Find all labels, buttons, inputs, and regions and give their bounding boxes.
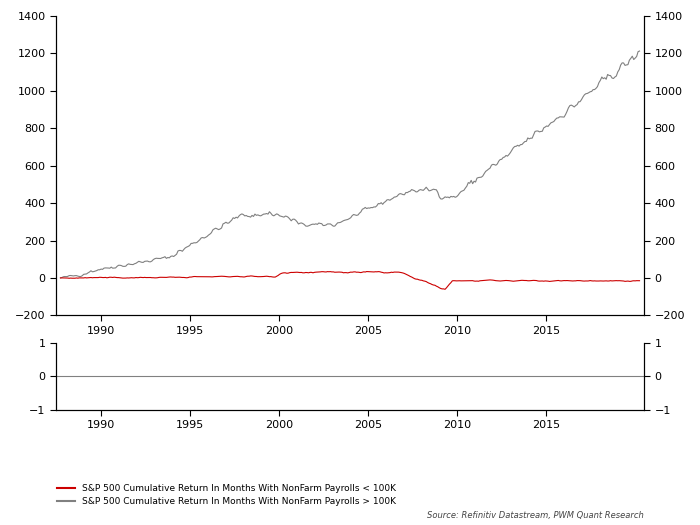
Text: Source: Refinitiv Datastream, PWM Quant Research: Source: Refinitiv Datastream, PWM Quant … bbox=[427, 511, 644, 520]
Legend: S&P 500 Cumulative Return In Months With NonFarm Payrolls < 100K, S&P 500 Cumula: S&P 500 Cumulative Return In Months With… bbox=[53, 480, 400, 510]
